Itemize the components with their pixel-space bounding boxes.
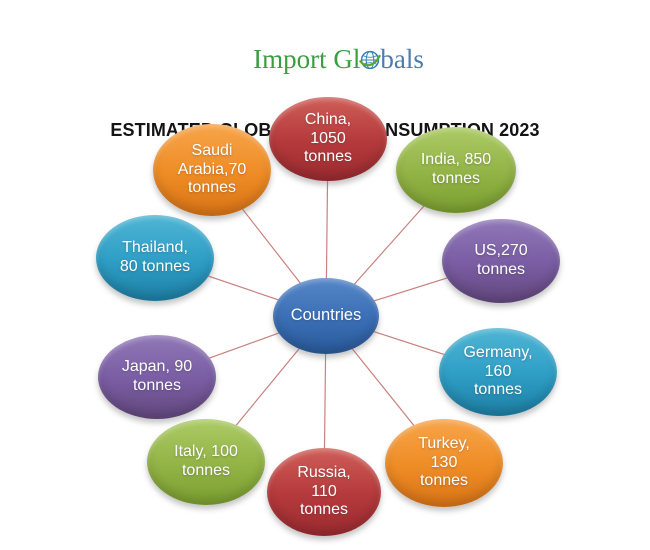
node-germany: Germany, 160 tonnes	[439, 328, 557, 416]
node-italy: Italy, 100 tonnes	[147, 419, 265, 505]
node-saudi_arabia: Saudi Arabia,70 tonnes	[153, 124, 271, 216]
node-thailand: Thailand, 80 tonnes	[96, 215, 214, 301]
node-label: Countries	[290, 306, 362, 325]
globe-icon	[359, 50, 382, 70]
node-label: Saudi Arabia,70 tonnes	[177, 142, 247, 197]
node-india: India, 850 tonnes	[396, 127, 516, 213]
node-label: Thailand, 80 tonnes	[119, 239, 191, 275]
node-china: China, 1050 tonnes	[269, 97, 387, 181]
logo-text-bals: bals	[380, 44, 424, 74]
node-label: Russia, 110 tonnes	[297, 464, 351, 519]
node-label: Japan, 90 tonnes	[121, 358, 193, 394]
node-label: US,270 tonnes	[474, 242, 528, 278]
node-us: US,270 tonnes	[442, 219, 560, 303]
node-russia: Russia, 110 tonnes	[267, 448, 381, 536]
node-label: China, 1050 tonnes	[303, 111, 353, 166]
node-turkey: Turkey, 130 tonnes	[385, 419, 503, 507]
node-label: Italy, 100 tonnes	[174, 443, 238, 479]
node-countries: Countries	[273, 278, 379, 354]
node-label: Turkey, 130 tonnes	[418, 435, 470, 490]
node-label: India, 850 tonnes	[420, 151, 492, 187]
logo: Import Gl bals	[0, 0, 650, 110]
logo-text-import: Import Gl	[253, 44, 361, 74]
node-label: Germany, 160 tonnes	[463, 344, 533, 399]
node-japan: Japan, 90 tonnes	[98, 335, 216, 419]
